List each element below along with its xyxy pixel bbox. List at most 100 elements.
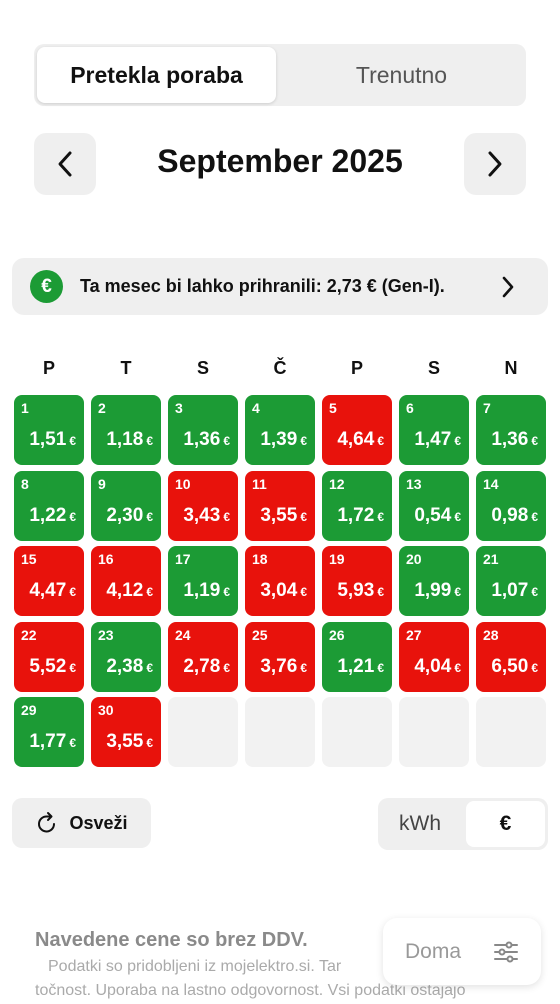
day-cell[interactable]: 30 3,55 € bbox=[91, 697, 161, 767]
currency: € bbox=[531, 660, 538, 675]
day-number: 9 bbox=[98, 475, 106, 492]
day-cell[interactable]: 1 1,51 € bbox=[14, 395, 84, 465]
settings-icon bbox=[494, 941, 518, 962]
amount-value: 1,36 bbox=[491, 429, 529, 450]
day-cell[interactable]: 15 4,47 € bbox=[14, 546, 84, 616]
day-cell[interactable]: 12 1,72 € bbox=[322, 470, 392, 541]
day-cell[interactable]: 19 5,93 € bbox=[322, 546, 392, 616]
currency: € bbox=[69, 509, 76, 524]
currency: € bbox=[69, 434, 76, 448]
day-amount: 4,47 € bbox=[29, 580, 76, 602]
day-number: 22 bbox=[21, 626, 37, 643]
day-cell[interactable]: 2 1,18 € bbox=[91, 395, 161, 465]
day-number: 21 bbox=[483, 551, 499, 567]
currency: € bbox=[146, 434, 153, 448]
savings-banner[interactable]: € Ta mesec bi lahko prihranili: 2,73 € (… bbox=[12, 258, 548, 315]
day-cell[interactable]: 4 1,39 € bbox=[245, 395, 315, 465]
weekday-label: S bbox=[196, 358, 209, 378]
day-number: 26 bbox=[329, 626, 345, 643]
currency: € bbox=[223, 509, 230, 524]
tab-active[interactable]: Pretekla poraba bbox=[37, 47, 276, 103]
unit-option[interactable]: kWh bbox=[399, 812, 441, 835]
day-amount: 2,78 € bbox=[183, 656, 230, 678]
day-cell[interactable]: 10 3,43 € bbox=[168, 470, 238, 541]
day-cell[interactable]: 22 5,52 € bbox=[14, 621, 84, 692]
day-cell[interactable]: 26 1,21 € bbox=[322, 621, 392, 692]
day-amount: 2,30 € bbox=[106, 505, 153, 527]
day-cell[interactable]: 17 1,19 € bbox=[168, 546, 238, 616]
day-amount: 1,72 € bbox=[337, 505, 384, 527]
day-cell[interactable]: 29 1,77 € bbox=[14, 697, 84, 767]
day-number: 15 bbox=[21, 551, 37, 567]
amount-value: 1,36 bbox=[183, 429, 221, 450]
currency: € bbox=[454, 660, 461, 675]
weekday-label: S bbox=[427, 358, 440, 378]
day-number: 6 bbox=[406, 400, 414, 416]
amount-value: 3,43 bbox=[183, 504, 221, 526]
prev-month[interactable] bbox=[34, 133, 96, 195]
day-amount: 1,47 € bbox=[414, 429, 461, 451]
day-cell[interactable]: 16 4,12 € bbox=[91, 546, 161, 616]
day-cell[interactable]: 18 3,04 € bbox=[245, 546, 315, 616]
home-button[interactable]: Doma bbox=[383, 918, 541, 985]
day-amount: 6,50 € bbox=[491, 656, 538, 678]
day-amount: 0,98 € bbox=[491, 505, 538, 527]
day-cell[interactable]: 5 4,64 € bbox=[322, 395, 392, 465]
day-cell[interactable]: 13 0,54 € bbox=[399, 470, 469, 541]
day-cell[interactable]: 27 4,04 € bbox=[399, 621, 469, 692]
tab-inactive[interactable]: Trenutno bbox=[355, 61, 448, 88]
weekday-label: N bbox=[504, 358, 518, 378]
day-number: 1 bbox=[21, 400, 29, 416]
day-cell[interactable]: 21 1,07 € bbox=[476, 546, 546, 616]
day-cell[interactable]: 11 3,55 € bbox=[245, 470, 315, 541]
day-cell[interactable]: 7 1,36 € bbox=[476, 395, 546, 465]
day-amount: 0,54 € bbox=[414, 505, 461, 527]
day-number: 30 bbox=[98, 702, 114, 718]
day-cell[interactable]: 14 0,98 € bbox=[476, 470, 546, 541]
month-title: September 2025 bbox=[157, 143, 403, 179]
day-cell[interactable]: 9 2,30 € bbox=[91, 470, 161, 541]
amount-value: 3,76 bbox=[260, 655, 298, 677]
amount-value: 2,30 bbox=[106, 504, 144, 526]
currency: € bbox=[69, 736, 76, 750]
amount-value: 3,55 bbox=[106, 731, 144, 752]
day-cell[interactable]: 24 2,78 € bbox=[168, 621, 238, 692]
day-cell[interactable]: 28 6,50 € bbox=[476, 621, 546, 692]
day-number: 14 bbox=[483, 475, 499, 492]
next-month[interactable] bbox=[464, 133, 526, 195]
footer-title: Navedene cene so brez DDV. bbox=[35, 929, 308, 951]
day-cell[interactable]: 8 1,22 € bbox=[14, 470, 84, 541]
day-cell[interactable]: 25 3,76 € bbox=[245, 621, 315, 692]
day-cell[interactable]: 23 2,38 € bbox=[91, 621, 161, 692]
day-amount: 5,93 € bbox=[337, 580, 384, 602]
day-number: 29 bbox=[21, 702, 37, 718]
unit-option[interactable]: € bbox=[466, 801, 545, 847]
chevron-right bbox=[488, 151, 502, 177]
day-cell[interactable]: 20 1,99 € bbox=[399, 546, 469, 616]
savings-text: Ta mesec bi lahko prihranili: 2,73 € (Ge… bbox=[80, 276, 445, 296]
day-number: 20 bbox=[406, 551, 422, 567]
day-number: 7 bbox=[483, 400, 491, 416]
refresh-button[interactable]: Osveži bbox=[12, 798, 151, 848]
day-number: 8 bbox=[21, 475, 29, 492]
day-number: 4 bbox=[252, 400, 260, 416]
currency: € bbox=[377, 585, 384, 599]
day-amount: 1,51 € bbox=[29, 429, 76, 451]
weekday-label: Č bbox=[273, 358, 287, 378]
weekday-label: T bbox=[120, 358, 132, 378]
amount-value: 1,18 bbox=[106, 429, 144, 450]
refresh-label: Osveži bbox=[69, 812, 128, 833]
day-amount: 3,55 € bbox=[260, 505, 307, 527]
currency: € bbox=[300, 660, 307, 675]
day-cell[interactable]: 3 1,36 € bbox=[168, 395, 238, 465]
currency: € bbox=[300, 509, 307, 524]
amount-value: 1,47 bbox=[414, 429, 452, 450]
empty-day bbox=[245, 697, 315, 767]
day-amount: 2,38 € bbox=[106, 656, 153, 678]
day-amount: 3,43 € bbox=[183, 505, 230, 527]
day-number: 11 bbox=[252, 475, 267, 492]
amount-value: 4,12 bbox=[106, 580, 144, 601]
day-number: 23 bbox=[98, 626, 114, 643]
day-cell[interactable]: 6 1,47 € bbox=[399, 395, 469, 465]
